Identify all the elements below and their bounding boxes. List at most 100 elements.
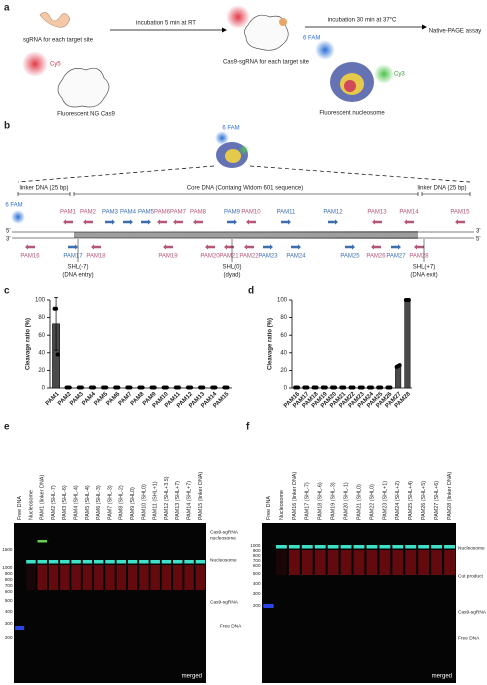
gel-band	[263, 604, 274, 608]
lane-label: PAM12 (SHL+3.5)	[164, 476, 170, 520]
marker-label: 800	[5, 577, 13, 582]
pam-label: PAM15	[450, 210, 470, 216]
y-tick-label: 0	[284, 386, 288, 392]
gel-image	[14, 523, 206, 683]
pam-arrow	[91, 244, 101, 250]
region-label: Core DNA (Containg Widom 601 sequence)	[187, 186, 303, 192]
lane-label: PAM8 (SHL-2)	[119, 485, 125, 520]
dye-label: 6 FAM	[5, 203, 22, 209]
gel-band	[116, 560, 127, 564]
gel-band	[37, 540, 47, 543]
gel-band	[444, 545, 455, 549]
pam-arrow	[105, 219, 115, 225]
gel-smear	[93, 565, 104, 590]
panel-label: c	[4, 286, 10, 297]
y-tick-label: 60	[280, 333, 287, 339]
lane-label: PAM21 (SHL0)	[356, 484, 362, 520]
y-tick-label: 0	[42, 386, 46, 392]
end-label: 5'	[476, 237, 480, 243]
gel-smear	[288, 550, 300, 575]
cy3-dye	[374, 64, 394, 84]
gel-annotation: Cas9-sgRNA	[458, 609, 487, 615]
fam-dye	[315, 40, 335, 60]
gel-band	[379, 545, 391, 549]
pam-label: PAM14	[399, 210, 419, 216]
marker-label: 600	[5, 589, 13, 594]
pam-arrow	[173, 219, 183, 225]
pam-arrow	[391, 244, 401, 250]
gel-smear	[431, 550, 443, 575]
pam-label: PAM9	[224, 210, 241, 216]
y-tick-label: 20	[38, 368, 45, 374]
pam-arrow	[227, 219, 237, 225]
gel-annotation: nucleosome	[210, 535, 236, 541]
lane-label: PAM18 (SHL-6)	[318, 482, 324, 520]
pam-label: PAM20	[200, 254, 220, 260]
marker-label: 1500	[2, 547, 13, 552]
gel-band	[26, 560, 36, 564]
lane-label: PAM25 (SHL+4)	[408, 481, 414, 520]
marker-label: 400	[253, 581, 261, 586]
pam-arrow	[414, 244, 424, 250]
region-bracket	[17, 192, 471, 196]
gel-band	[184, 560, 194, 564]
y-tick-label: 40	[38, 350, 45, 356]
pam-arrow	[25, 244, 35, 250]
lane-label: PAM3 (SHL-6)	[62, 485, 68, 520]
lane-label: PAM28 (linker DNA)	[447, 472, 453, 520]
data-point	[91, 385, 96, 390]
data-point	[360, 385, 365, 390]
pam-arrow	[63, 219, 73, 225]
lane-label: PAM2 (SHL-7)	[51, 485, 57, 520]
pam-arrow	[263, 244, 273, 250]
lane-label: PAM1 (linker DNA)	[40, 475, 46, 520]
sgrna-text: sgRNA for each target site	[23, 38, 94, 44]
pam-arrow	[83, 219, 93, 225]
pam-label: PAM6	[154, 210, 171, 216]
gel-band	[82, 560, 93, 564]
gel-smear	[173, 565, 183, 590]
fam-dye	[11, 210, 25, 224]
data-point	[351, 385, 356, 390]
pam-label: PAM3	[102, 210, 119, 216]
pam-label: PAM26	[366, 254, 386, 260]
bar	[395, 365, 402, 389]
pam-label: PAM25	[340, 254, 360, 260]
pam-label: PAM21	[219, 254, 239, 260]
data-point	[189, 385, 194, 390]
gel-band	[353, 545, 365, 549]
marker-label: 400	[5, 609, 13, 614]
pam-label: PAM24	[286, 254, 306, 260]
step-text: incubation 5 min at RT	[136, 21, 196, 27]
gel-smear	[60, 565, 70, 590]
gel-band	[405, 545, 417, 549]
data-point	[397, 363, 402, 368]
data-point	[128, 385, 133, 390]
gel-band	[314, 545, 326, 549]
gel-smear	[327, 550, 339, 575]
gel-smear	[48, 565, 59, 590]
y-tick-label: 20	[280, 368, 287, 374]
pam-label: PAM5	[138, 210, 155, 216]
cas9-icon	[57, 67, 110, 108]
gel-smear	[366, 550, 378, 575]
gel-smear	[195, 565, 206, 590]
gel-band	[301, 545, 313, 549]
pam-label: PAM22	[239, 254, 259, 260]
marker-label: 1000	[2, 565, 13, 570]
complex-icon	[244, 14, 289, 51]
gel-annotation: Nucleosome	[458, 545, 485, 551]
data-point	[388, 385, 393, 390]
data-point	[140, 385, 145, 390]
gel-annotation: Cut product	[458, 573, 483, 579]
gel-band	[392, 545, 404, 549]
end-label: 3'	[6, 237, 10, 243]
pam-arrow	[328, 219, 338, 225]
cy3-dye	[239, 145, 249, 155]
shl-note: (DNA entry)	[62, 273, 93, 279]
pam-arrow	[345, 244, 355, 250]
gel-band	[366, 545, 378, 549]
pam-label: PAM18	[86, 254, 106, 260]
marker-label: 1000	[250, 543, 261, 548]
data-point	[116, 385, 121, 390]
